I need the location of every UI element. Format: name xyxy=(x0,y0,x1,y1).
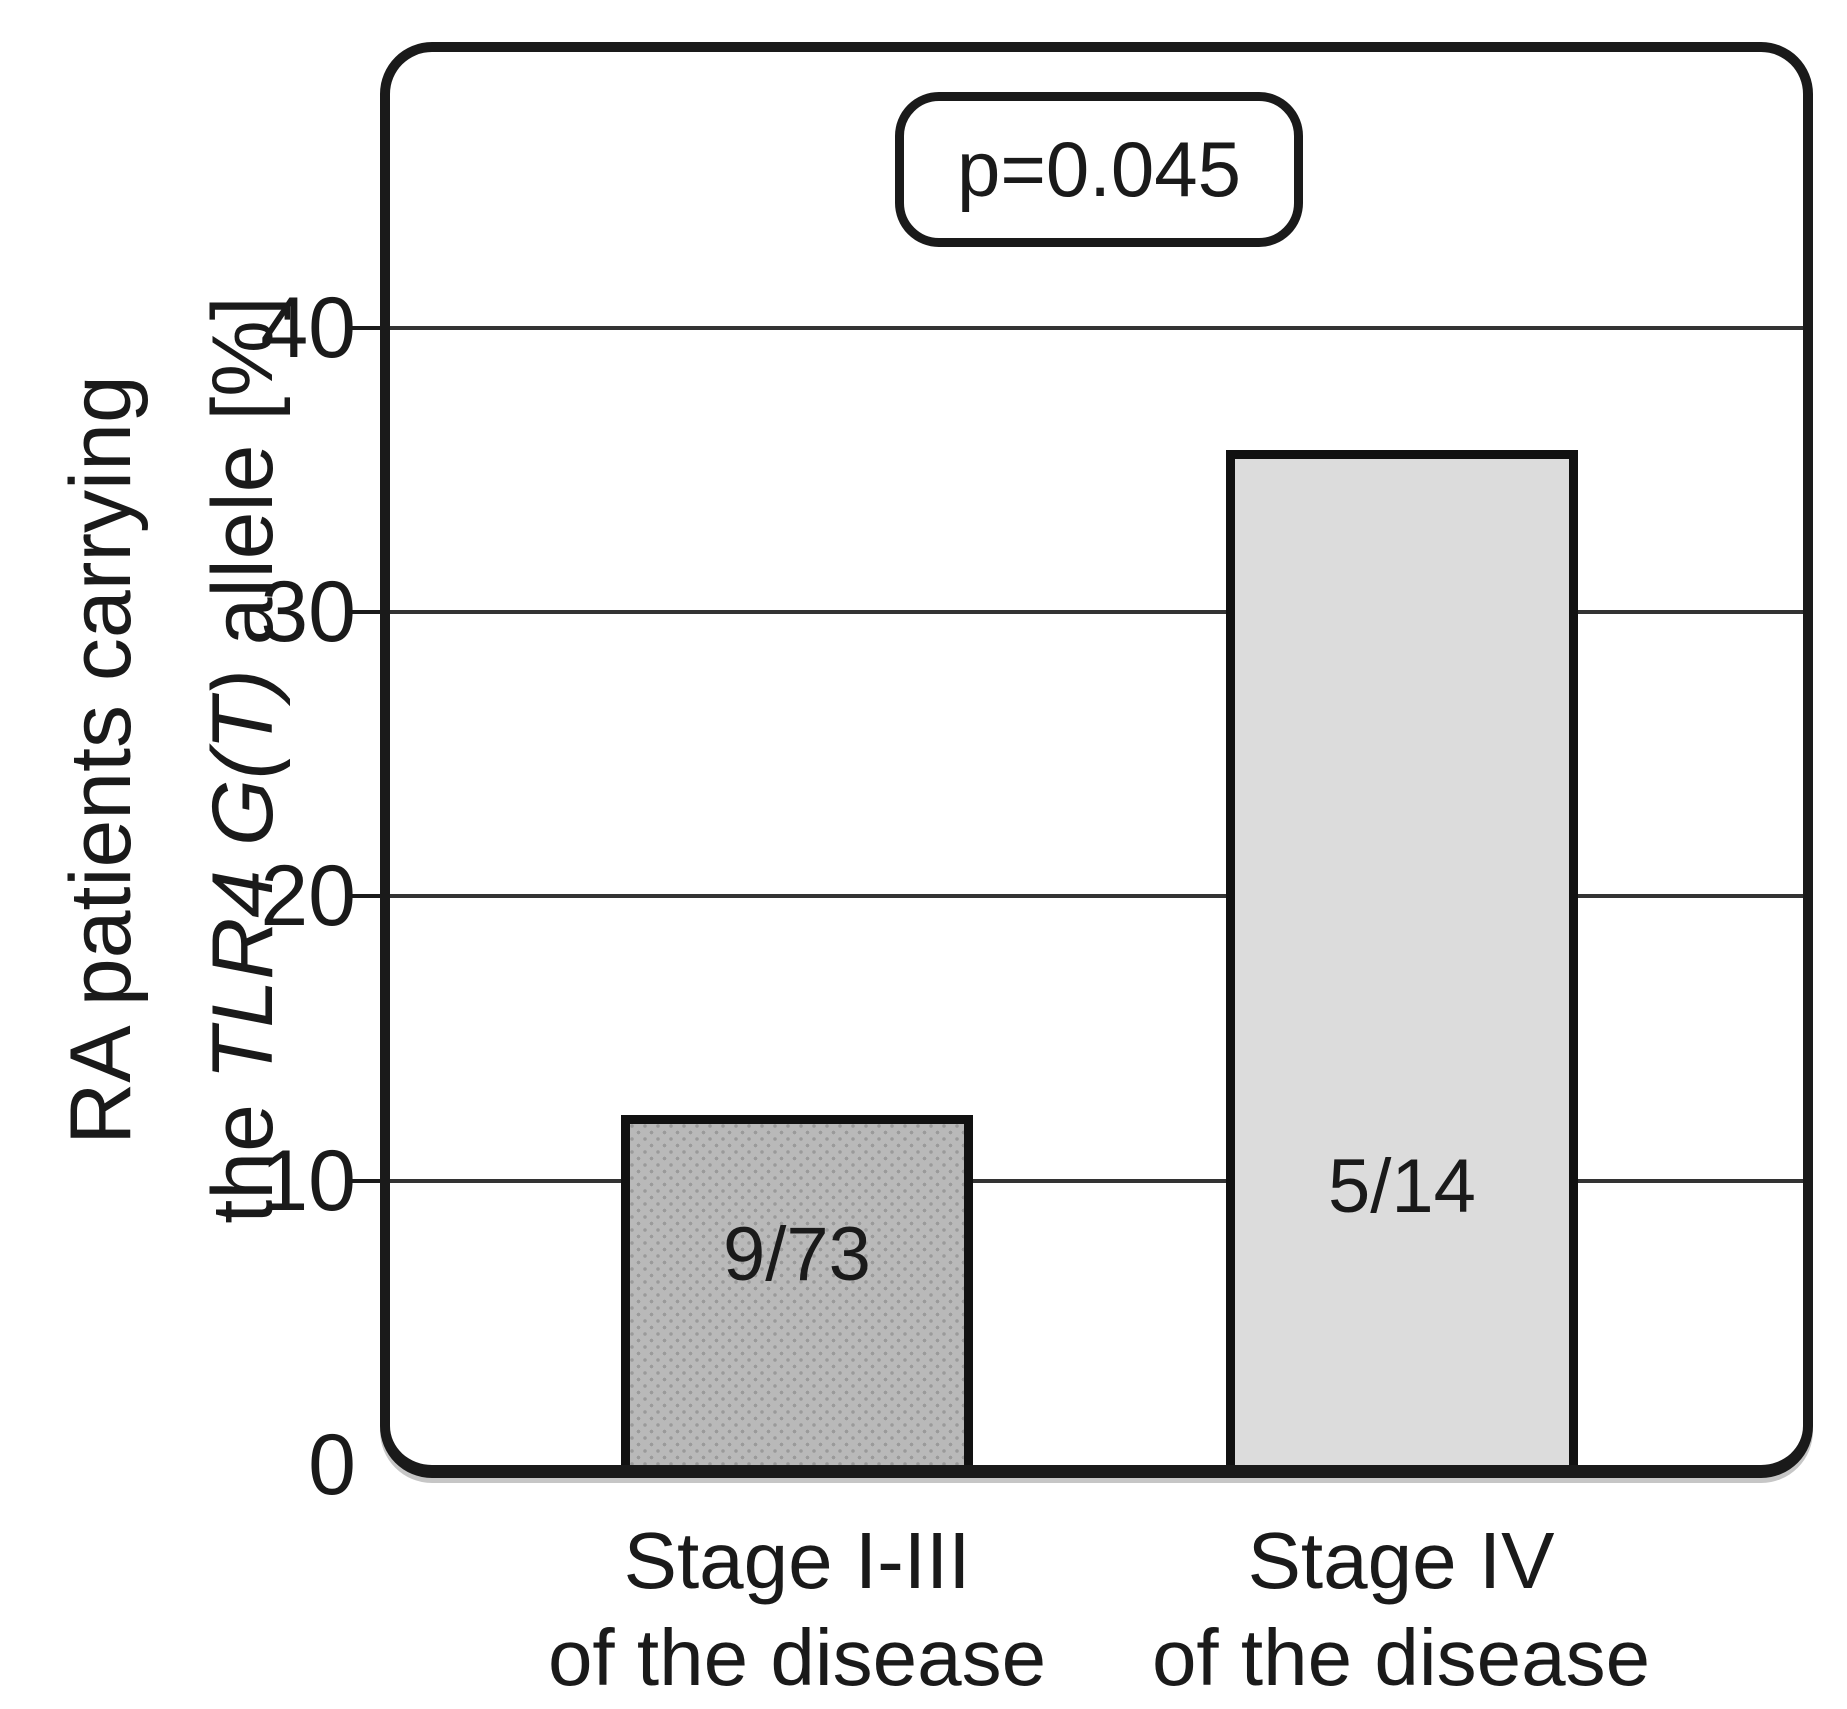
gridline-30 xyxy=(390,610,1803,615)
y-tick-label-10: 10 xyxy=(260,1132,356,1229)
x-label-line2: of the disease xyxy=(1151,1613,1651,1702)
gridline-40 xyxy=(390,325,1803,330)
bar-stage-i-iii: 9/73 xyxy=(621,1115,973,1465)
y-tick-mark-20 xyxy=(350,894,384,899)
y-tick-mark-30 xyxy=(350,610,384,615)
y-axis-tick-labels: 0 10 20 30 40 xyxy=(0,52,356,1508)
y-tick-label-30: 30 xyxy=(260,564,356,661)
y-tick-mark-10 xyxy=(350,1178,384,1183)
gridline-10 xyxy=(390,1178,1803,1183)
x-label-line2: of the disease xyxy=(547,1613,1047,1702)
bar-count-label-stage-iv: 5/14 xyxy=(1328,1144,1476,1229)
y-tick-label-40: 40 xyxy=(260,279,356,376)
bar-stage-iv: 5/14 xyxy=(1226,450,1578,1465)
gridline-20 xyxy=(390,894,1803,899)
plot-area: 9/73 5/14 p=0.045 xyxy=(380,42,1813,1478)
bar-count-label-stage-i-iii: 9/73 xyxy=(723,1212,871,1297)
p-value-box: p=0.045 xyxy=(895,92,1303,247)
x-axis-label-stage-i-iii: Stage I-III of the disease xyxy=(548,1512,1046,1706)
y-tick-label-20: 20 xyxy=(260,848,356,945)
p-value-text: p=0.045 xyxy=(956,125,1242,213)
x-axis-label-stage-iv: Stage IV of the disease xyxy=(1152,1512,1650,1706)
x-label-line1: Stage I-III xyxy=(623,1516,971,1605)
y-tick-label-0: 0 xyxy=(308,1417,356,1513)
x-label-line1: Stage IV xyxy=(1247,1516,1555,1605)
y-axis-tick-marks xyxy=(350,52,384,1465)
y-tick-mark-40 xyxy=(350,325,384,330)
